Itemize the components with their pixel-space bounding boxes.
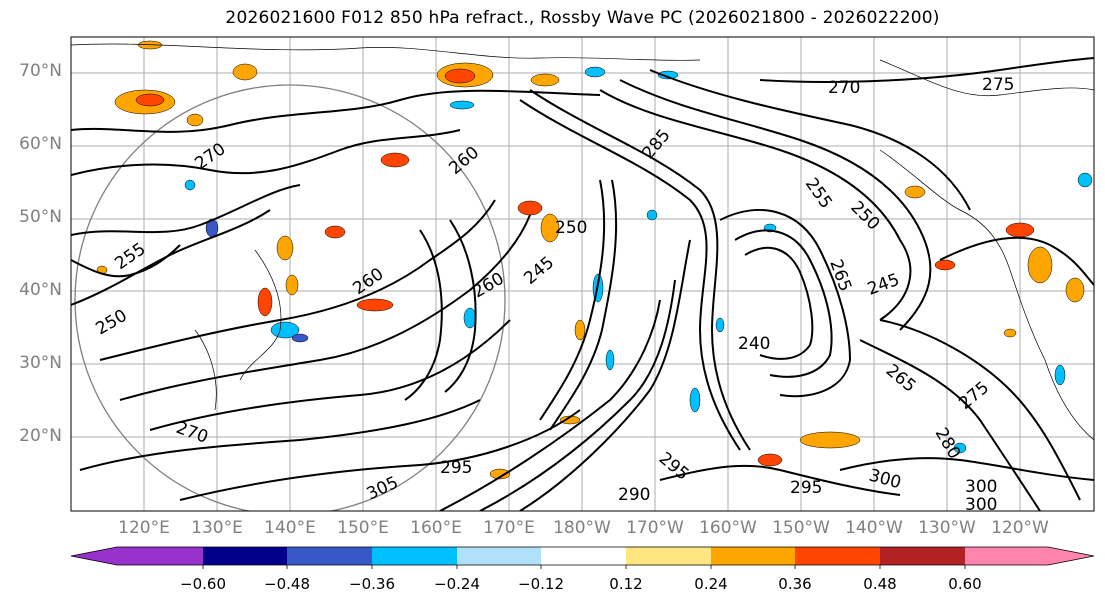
colorbar-tick-label: 0.60 xyxy=(948,575,982,593)
lat-label: 40°N xyxy=(19,280,62,300)
contour-label: 270 xyxy=(828,78,860,98)
colorbar-segment xyxy=(711,547,795,565)
lon-label: 130°E xyxy=(191,518,243,538)
colorbar-tick-label: 0.48 xyxy=(863,575,897,593)
colorbar-tick-label: 0.36 xyxy=(778,575,812,593)
colorbar-segment xyxy=(457,547,541,565)
contour-label: 295 xyxy=(440,458,472,478)
lon-label: 170°E xyxy=(483,518,535,538)
lon-label: 160°W xyxy=(699,518,757,538)
map-title: 2026021600 F012 850 hPa refract., Rossby… xyxy=(225,8,940,28)
lon-label: 140°E xyxy=(264,518,316,538)
colorbar-tick-label: −0.24 xyxy=(434,575,480,593)
great-circle xyxy=(74,84,506,511)
contour-label: 300 xyxy=(965,477,997,497)
colorbar-tick-label: −0.36 xyxy=(349,575,395,593)
colorbar-segment xyxy=(626,547,711,565)
map-panel: 270 275 270 260 255 250 255 250 260 260 … xyxy=(71,37,1094,515)
colorbar-tick-label: 0.24 xyxy=(694,575,728,593)
contour-label: 295 xyxy=(790,478,822,498)
lon-label: 180°W xyxy=(553,518,611,538)
colorbar-extend-high xyxy=(1048,547,1094,565)
colorbar-extend-low xyxy=(71,547,117,565)
colorbar-tick-label: 0.12 xyxy=(609,575,643,593)
colorbar-tick-label: −0.12 xyxy=(518,575,564,593)
lon-label: 160°E xyxy=(410,518,462,538)
lon-label: 150°W xyxy=(772,518,830,538)
colorbar-segment xyxy=(372,547,457,565)
lon-label: 130°W xyxy=(918,518,976,538)
contour-label: 240 xyxy=(738,334,770,354)
lat-label: 30°N xyxy=(19,353,62,373)
colorbar-segment xyxy=(880,547,965,565)
lat-label: 20°N xyxy=(19,426,62,446)
filled-patches xyxy=(96,40,1093,480)
lon-label: 140°W xyxy=(845,518,903,538)
colorbar-segment xyxy=(541,547,626,565)
colorbar xyxy=(70,546,1095,569)
colorbar-tick-label: −0.60 xyxy=(180,575,226,593)
contour-label: 290 xyxy=(618,485,650,505)
colorbar-tick-label: −0.48 xyxy=(264,575,310,593)
colorbar-outline xyxy=(70,546,1095,566)
contour-label: 275 xyxy=(982,75,1014,95)
colorbar-segment xyxy=(117,547,203,565)
lat-label: 60°N xyxy=(19,134,62,154)
lat-label: 70°N xyxy=(19,61,62,81)
lon-label: 120°E xyxy=(118,518,170,538)
colorbar-segment xyxy=(795,547,880,565)
lat-label: 50°N xyxy=(19,207,62,227)
contour-label: 250 xyxy=(555,218,587,238)
contour-label: 300 xyxy=(965,495,997,515)
lon-label: 170°W xyxy=(626,518,684,538)
map-frame xyxy=(70,36,1095,512)
colorbar-segment xyxy=(203,547,287,565)
gridlines xyxy=(71,37,1094,511)
colorbar-segment xyxy=(965,547,1048,565)
coastlines xyxy=(71,43,1094,441)
contour-lines xyxy=(71,57,1094,511)
lon-label: 120°W xyxy=(991,518,1049,538)
colorbar-segment xyxy=(287,547,372,565)
lon-label: 150°E xyxy=(337,518,389,538)
